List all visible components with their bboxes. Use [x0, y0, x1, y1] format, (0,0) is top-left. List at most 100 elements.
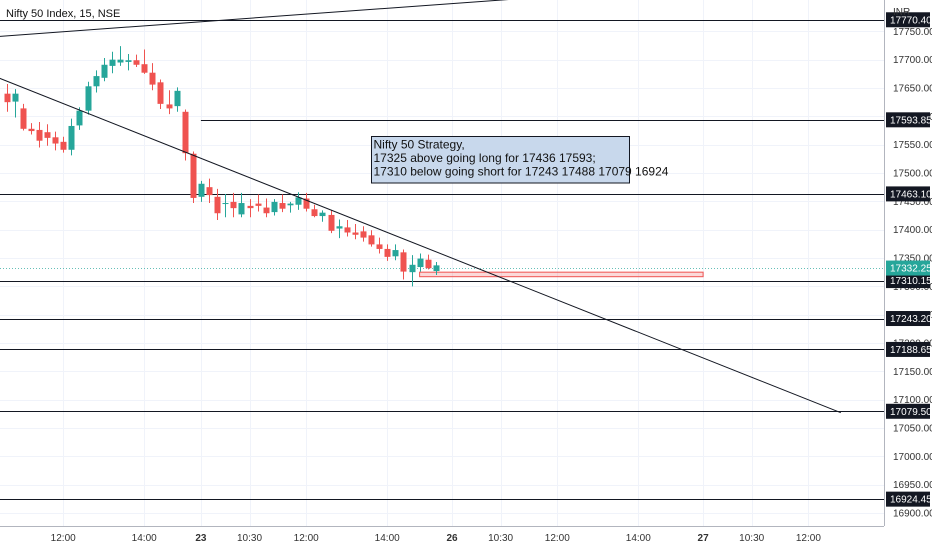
- candle-body: [417, 258, 424, 268]
- note-line: 17325 above going long for 17436 17593;: [374, 151, 596, 165]
- level-price-label: 17310.15: [890, 276, 932, 287]
- candle-body: [271, 201, 278, 213]
- candle-body: [400, 252, 407, 272]
- chart-title: Nifty 50 Index, 15, NSE: [6, 8, 120, 20]
- candle-body: [255, 203, 262, 206]
- level-price-badge: [886, 311, 930, 327]
- candle-body: [125, 60, 132, 62]
- level-price-label: 17770.40: [890, 15, 932, 26]
- candle-body: [4, 93, 11, 103]
- note-line: Nifty 50 Strategy,: [374, 138, 465, 152]
- level-price-badge: [886, 186, 930, 202]
- candle-body: [12, 93, 19, 102]
- candle-body: [182, 111, 189, 154]
- candle-body: [141, 64, 148, 73]
- y-tick-label: 17400.00: [893, 225, 932, 236]
- candle-body: [36, 129, 43, 141]
- candle-body: [20, 108, 27, 129]
- level-price-label: 17188.65: [890, 345, 932, 356]
- y-tick-label: 17050.00: [893, 424, 932, 435]
- zone-rect: [419, 271, 704, 278]
- candle-body: [60, 141, 67, 150]
- level-price-badge: [886, 112, 930, 128]
- candle-body: [352, 232, 359, 235]
- level-price-badge: [886, 491, 930, 507]
- candle-body: [328, 214, 335, 231]
- candle-body: [287, 203, 294, 206]
- candle-body: [101, 64, 108, 78]
- x-tick-label: 14:00: [626, 533, 651, 544]
- candle-body: [190, 153, 197, 198]
- candle-body: [238, 203, 245, 215]
- x-tick-label: 14:00: [132, 533, 157, 544]
- candle-body: [222, 203, 229, 205]
- x-tick-label: 12:00: [51, 533, 76, 544]
- x-tick-label: 10:30: [488, 533, 513, 544]
- trend-line: [0, 77, 841, 414]
- y-tick-label: 17650.00: [893, 84, 932, 95]
- candle-body: [392, 250, 399, 257]
- x-tick-label: 26: [446, 533, 458, 544]
- x-tick-label: 10:30: [237, 533, 262, 544]
- candle-body: [344, 227, 351, 233]
- level-price-label: 17463.10: [890, 189, 932, 200]
- candle-body: [360, 231, 367, 238]
- candle-body: [263, 207, 270, 214]
- level-price-badge: [886, 12, 930, 28]
- level-price-badge: [886, 273, 930, 289]
- x-tick-label: 12:00: [294, 533, 319, 544]
- candle-body: [174, 90, 181, 107]
- level-price-label: 16924.45: [890, 495, 932, 506]
- y-tick-label: 16900.00: [893, 509, 932, 520]
- candle-body: [425, 259, 432, 269]
- x-tick-label: 27: [698, 533, 710, 544]
- level-price-label: 17079.50: [890, 407, 932, 418]
- candle-body: [149, 72, 156, 85]
- y-tick-label: 17150.00: [893, 367, 932, 378]
- candle-body: [166, 104, 173, 109]
- candle-body: [214, 196, 221, 214]
- candle-body: [198, 183, 205, 197]
- candle-body: [68, 125, 75, 150]
- candle-body: [44, 132, 51, 138]
- candle-body: [336, 226, 343, 229]
- candle-body: [133, 60, 140, 65]
- candle-body: [76, 110, 83, 126]
- currency-label: INR: [893, 7, 910, 18]
- candle-body: [376, 244, 383, 249]
- level-price-badge: [886, 403, 930, 419]
- x-tick-label: 12:00: [796, 533, 821, 544]
- y-tick-label: 17700.00: [893, 55, 932, 66]
- candle-body: [368, 235, 375, 245]
- candle-body: [85, 86, 92, 111]
- x-tick-label: 23: [195, 533, 207, 544]
- trend-line: [0, 0, 509, 37]
- x-tick-label: 12:00: [545, 533, 570, 544]
- candle-body: [303, 198, 310, 209]
- current-price-badge: [886, 260, 930, 276]
- candle-body: [28, 128, 35, 132]
- candle-body: [311, 209, 318, 217]
- level-price-label: 17593.85: [890, 115, 932, 126]
- y-tick-label: 17550.00: [893, 140, 932, 151]
- x-tick-label: 14:00: [375, 533, 400, 544]
- level-price-badge: [886, 341, 930, 357]
- candle-body: [384, 248, 391, 257]
- candle-body: [433, 265, 440, 272]
- candle-body: [206, 187, 213, 196]
- candle-body: [295, 197, 302, 205]
- candle-body: [93, 76, 100, 87]
- y-tick-label: 17450.00: [893, 197, 932, 208]
- y-tick-label: 17100.00: [893, 395, 932, 406]
- current-price-label: 17332.25: [890, 264, 932, 275]
- candle-body: [247, 205, 254, 209]
- candle-body: [409, 264, 416, 273]
- candle-body: [230, 201, 237, 209]
- y-tick-label: 17500.00: [893, 169, 932, 180]
- candle-body: [117, 59, 124, 63]
- y-tick-label: 17000.00: [893, 452, 932, 463]
- candle-body: [109, 59, 116, 66]
- x-tick-label: 10:30: [739, 533, 764, 544]
- note-line: 17310 below going short for 17243 17488 …: [374, 165, 669, 179]
